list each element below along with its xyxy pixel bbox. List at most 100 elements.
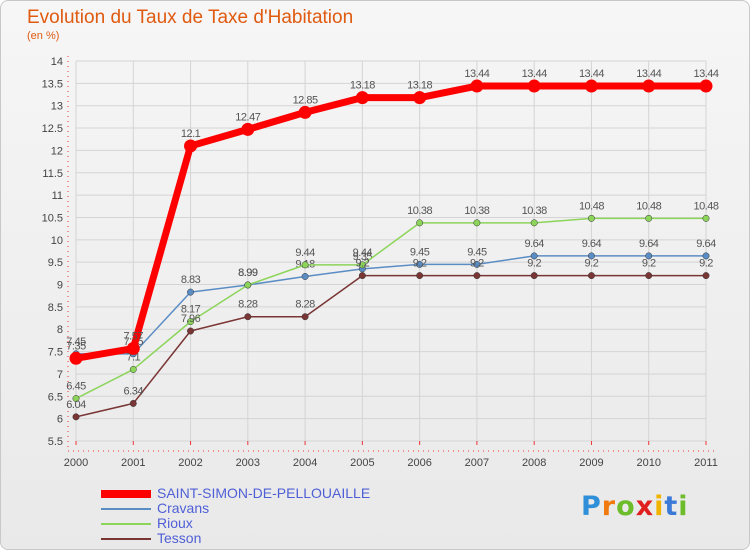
data-point [413,91,427,105]
data-point [129,366,137,373]
x-tick-label: 2011 [694,457,718,469]
series-line-rioux [75,217,706,400]
data-label: 12.85 [293,94,318,106]
data-label: 9.2 [585,258,599,270]
x-tick-label: 2008 [522,457,546,469]
logo-letter: o [616,491,636,522]
data-point [645,214,653,222]
y-tick-label: 14 [51,56,63,68]
data-label: 9.2 [527,258,541,270]
data-label: 9.64 [582,238,602,250]
logo-letter: r [601,491,617,522]
legend-swatch [101,507,151,510]
legend-swatch [101,537,151,540]
y-tick-label: 11.5 [42,168,63,180]
data-label: 9.2 [699,258,713,270]
legend-swatch [101,522,151,525]
y-tick-label: 5.5 [48,436,63,448]
data-point [702,272,710,280]
data-label: 13.18 [407,80,432,92]
x-tick-label: 2003 [236,457,260,469]
data-label: 9.2 [470,258,484,270]
data-label: 9.64 [639,238,659,250]
y-tick-label: 7 [57,369,63,381]
data-point [645,252,653,260]
data-label: 13.44 [693,68,718,80]
chart-subtitle: (en %) [27,30,60,42]
data-point [588,252,595,260]
data-label: 8.83 [181,274,201,286]
data-point [72,395,80,402]
data-point [416,260,424,268]
data-point [301,313,309,321]
x-tick-label: 2000 [64,457,88,469]
data-label: 6.04 [66,399,86,411]
data-label: 9.64 [524,238,544,250]
data-point [473,272,481,280]
data-label: 8.99 [238,267,258,279]
data-point [358,272,366,280]
data-label: 8.28 [295,299,315,311]
data-label: 9.2 [642,258,656,270]
data-point [530,252,538,260]
y-tick-label: 13.5 [42,78,63,90]
logo-letter: t [664,491,679,522]
y-tick-label: 8.5 [48,302,63,314]
data-point [416,272,424,280]
data-label: 10.38 [464,205,489,217]
data-label: 13.44 [636,68,661,80]
data-label: 12.1 [181,128,201,140]
y-tick-label: 10 [51,235,63,247]
legend-label: Rioux [157,515,193,531]
data-point [129,399,137,407]
data-point [298,105,312,119]
data-label: 7.1 [126,351,140,363]
data-label: 9.2 [355,258,369,270]
x-tick-label: 2001 [121,457,145,469]
data-label: 7.35 [66,340,86,352]
legend-label: SAINT-SIMON-DE-PELLOUAILLE [157,485,371,501]
data-point [470,79,484,93]
data-point [473,260,481,268]
y-tick-label: 9.5 [48,257,63,269]
data-point [244,313,252,321]
data-point [588,214,595,222]
x-tick-label: 2002 [178,457,202,469]
data-point [358,261,366,269]
data-label: 9.35 [353,251,373,263]
series-line-cravans [76,255,706,355]
data-label: 13.44 [464,68,489,80]
x-tick-label: 2005 [350,457,374,469]
x-tick-label: 2004 [293,457,317,469]
data-point [416,219,424,227]
data-label: 9.45 [410,246,430,258]
data-point [702,214,710,222]
data-point [642,79,656,93]
x-tick-label: 2007 [465,457,489,469]
data-point [355,91,369,105]
data-point [244,281,252,289]
data-point [473,219,481,227]
x-tick-label: 2009 [579,457,603,469]
data-label: 10.48 [579,200,604,212]
data-point [187,327,194,335]
y-tick-label: 13 [51,101,63,113]
data-point [301,261,309,269]
data-point [530,219,538,227]
y-tick-label: 7.5 [48,347,63,359]
data-label: 12.47 [235,111,260,123]
data-point [187,288,194,296]
data-point [702,252,710,260]
data-label: 9.44 [353,247,373,259]
logo-letter: i [678,491,689,522]
chart-title: Evolution du Taux de Taxe d'Habitation [27,7,354,28]
data-label: 8.28 [238,299,258,311]
data-point [530,272,538,280]
series-line-saint-simon-de-pellouaille [75,82,706,362]
legend-swatch [101,489,151,498]
data-label: 6.45 [66,381,86,393]
data-label: 9.2 [413,258,427,270]
proxiti-logo: Proxiti [581,491,689,522]
